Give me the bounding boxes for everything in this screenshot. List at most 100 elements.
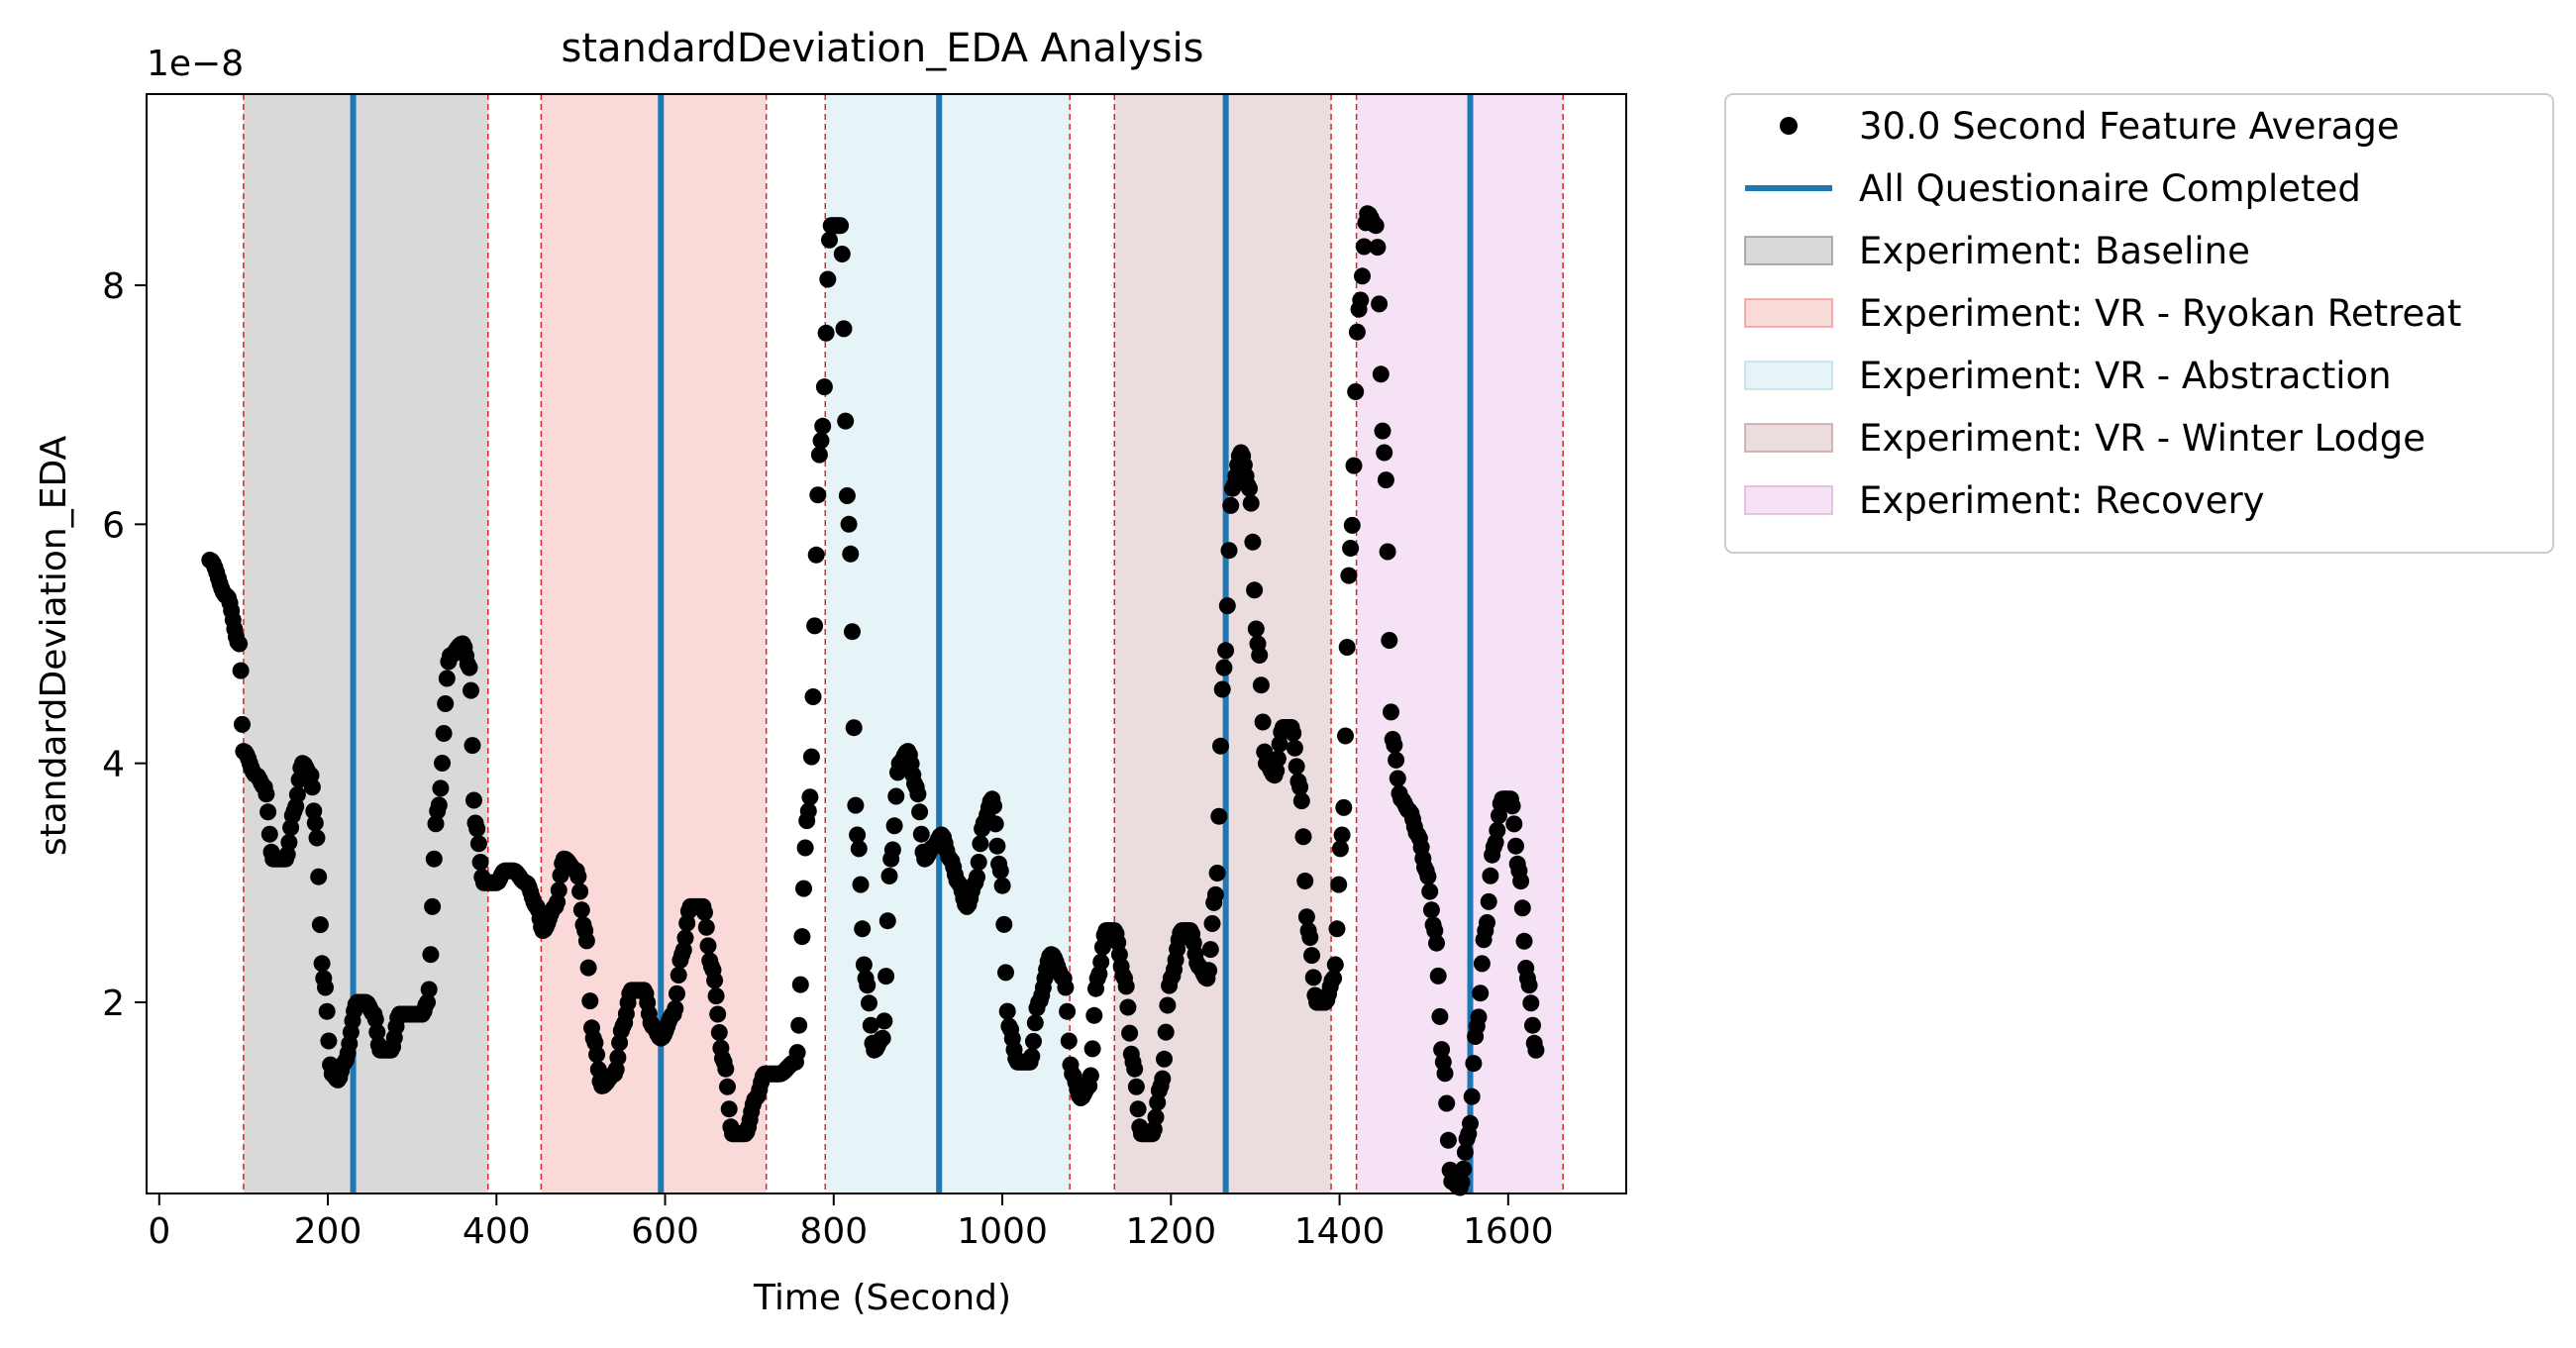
data-point-362 (788, 1044, 806, 1062)
data-point-584 (1157, 1023, 1175, 1041)
y-axis-offset-label: 1e−8 (147, 44, 244, 84)
data-point-618 (1213, 680, 1231, 698)
data-point-378 (814, 417, 832, 435)
data-point-398 (847, 796, 865, 814)
data-point-381 (819, 270, 837, 288)
data-point-582 (1154, 1070, 1172, 1088)
data-point-312 (707, 987, 725, 1005)
data-point-394 (840, 515, 858, 533)
data-point-103 (368, 1023, 386, 1041)
data-point-619 (1215, 659, 1233, 676)
data-point-781 (1489, 821, 1506, 839)
data-point-365 (793, 928, 811, 946)
data-point-393 (838, 487, 856, 504)
data-point-691 (1337, 727, 1354, 745)
data-point-712 (1372, 365, 1390, 383)
data-point-790 (1503, 797, 1521, 815)
data-point-642 (1254, 713, 1272, 731)
data-point-63 (303, 778, 321, 796)
data-point-102 (366, 1010, 384, 1028)
data-point-137 (424, 897, 442, 915)
data-point-235 (581, 992, 599, 1010)
y-tick-label-3: 8 (102, 266, 125, 307)
data-point-694 (1342, 540, 1360, 557)
data-point-414 (874, 1029, 891, 1047)
data-point-288 (669, 985, 685, 1002)
experiment-regions (243, 94, 1564, 1193)
data-point-791 (1505, 815, 1523, 833)
data-point-665 (1292, 792, 1310, 810)
data-point-689 (1333, 826, 1351, 844)
legend-label-6: Experiment: Recovery (1859, 479, 2265, 522)
data-point-480 (985, 797, 1002, 815)
plot-frame (146, 93, 1627, 1194)
data-point-670 (1301, 929, 1319, 946)
data-point-167 (471, 854, 489, 871)
data-point-615 (1208, 865, 1226, 881)
legend-swatch-4 (1744, 361, 1833, 390)
data-point-406 (861, 994, 877, 1012)
data-point-748 (1433, 1041, 1451, 1059)
data-point-637 (1246, 581, 1264, 599)
data-point-539 (1082, 1067, 1099, 1085)
data-point-485 (993, 877, 1011, 894)
data-point-741 (1421, 882, 1439, 900)
data-point-695 (1343, 516, 1361, 534)
data-point-745 (1428, 934, 1445, 952)
data-point-635 (1242, 494, 1260, 512)
data-point-436 (911, 803, 929, 821)
data-point-19 (232, 662, 250, 679)
data-point-762 (1456, 1143, 1474, 1161)
data-point-684 (1325, 970, 1343, 987)
data-point-306 (697, 918, 715, 936)
data-point-796 (1513, 899, 1531, 917)
data-point-374 (807, 546, 825, 564)
data-point-504 (1025, 1032, 1042, 1050)
data-point-747 (1431, 1007, 1449, 1025)
data-point-561 (1119, 998, 1137, 1016)
legend-label-2: Experiment: Baseline (1859, 230, 2250, 272)
x-axis-label: Time (Second) (753, 1278, 1011, 1318)
data-point-234 (579, 959, 597, 977)
data-point-482 (988, 837, 1006, 855)
data-point-505 (1026, 1014, 1044, 1032)
legend-label-1: All Questionaire Completed (1859, 167, 2361, 210)
data-point-585 (1159, 996, 1177, 1014)
data-point-389 (832, 217, 850, 235)
legend-label-4: Experiment: VR - Abstraction (1859, 355, 2392, 397)
data-point-702 (1355, 238, 1373, 256)
data-point-65 (306, 814, 324, 832)
data-point-418 (880, 868, 898, 884)
data-point-289 (670, 967, 687, 984)
legend: 30.0 Second Feature Average All Questiona… (1724, 93, 2554, 554)
data-point-320 (720, 1100, 738, 1118)
data-point-710 (1369, 239, 1387, 257)
data-point-402 (854, 920, 872, 938)
legend-swatch-2 (1744, 236, 1833, 265)
data-point-567 (1129, 1100, 1147, 1118)
data-point-420 (883, 841, 901, 859)
data-point-391 (835, 320, 853, 338)
data-point-233 (577, 932, 595, 950)
data-point-400 (850, 840, 868, 858)
data-point-470 (969, 869, 985, 885)
data-point-395 (842, 545, 860, 563)
data-point-487 (997, 964, 1014, 982)
data-point-146 (438, 670, 456, 687)
data-point-714 (1376, 444, 1393, 462)
data-point-37 (260, 825, 278, 843)
data-point-746 (1429, 967, 1447, 985)
x-tick-label-4: 800 (799, 1211, 868, 1252)
data-point-752 (1439, 1131, 1457, 1149)
data-point-525 (1059, 1002, 1077, 1020)
legend-label-0: 30.0 Second Feature Average (1859, 105, 2400, 148)
data-point-390 (833, 246, 851, 262)
data-point-751 (1438, 1094, 1456, 1112)
data-point-802 (1524, 1016, 1541, 1034)
data-point-252 (609, 1049, 627, 1067)
data-point-49 (280, 834, 298, 851)
data-point-765 (1462, 1114, 1479, 1132)
data-point-614 (1206, 885, 1224, 903)
data-point-377 (812, 432, 830, 450)
data-point-503 (1023, 1048, 1041, 1065)
